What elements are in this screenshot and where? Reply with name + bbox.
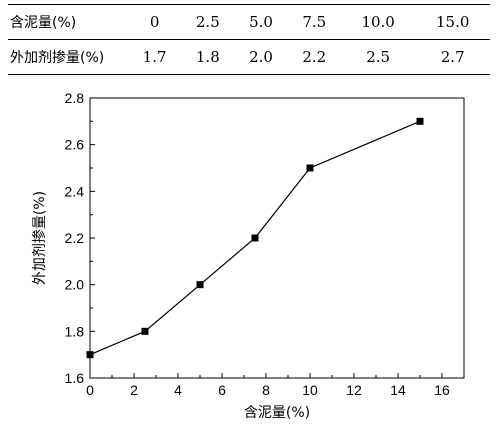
x-tick-label: 6 [218, 382, 226, 398]
table-cell: 0 [128, 4, 182, 40]
table-cell: 5.0 [234, 4, 288, 40]
y-axis-label: 外加剂掺量(%) [31, 191, 48, 285]
y-tick-label: 2.6 [65, 137, 85, 153]
x-tick-label: 8 [262, 382, 270, 398]
data-point-marker [196, 281, 204, 289]
table-cell: 2.5 [181, 4, 235, 40]
series-line [89, 120, 421, 356]
y-tick-label: 2.8 [65, 90, 85, 106]
table-row: 外加剂掺量(%) 1.7 1.8 2.0 2.2 2.5 2.7 [8, 39, 490, 75]
x-tick-label: 14 [390, 382, 406, 398]
x-axis-label: 含泥量(%) [244, 405, 310, 421]
table-cell: 2.5 [340, 39, 416, 75]
y-tick-label: 2.2 [65, 230, 85, 246]
table-cell: 1.8 [181, 39, 235, 75]
x-tick-label: 0 [86, 382, 94, 398]
y-tick-label: 2.0 [65, 277, 85, 293]
row-header: 含泥量(%) [8, 4, 128, 40]
y-tick-label: 1.8 [65, 323, 85, 339]
table-cell: 2.0 [234, 39, 288, 75]
table-cell: 1.7 [128, 39, 182, 75]
x-tick-label: 16 [434, 382, 450, 398]
table-cell: 10.0 [340, 4, 416, 40]
y-tick-label: 1.6 [65, 370, 85, 386]
table-cell: 2.7 [415, 39, 490, 75]
x-tick-label: 10 [302, 382, 318, 398]
data-point-marker [86, 351, 94, 359]
plot-frame [89, 97, 465, 379]
data-point-marker [306, 164, 314, 172]
table-cell: 2.2 [287, 39, 341, 75]
table-row: 含泥量(%) 0 2.5 5.0 7.5 10.0 15.0 [8, 4, 490, 40]
y-tick-label: 2.4 [65, 183, 85, 199]
table-cell: 15.0 [415, 4, 490, 40]
data-point-marker [416, 117, 424, 125]
x-tick-label: 2 [130, 382, 138, 398]
data-table: 含泥量(%) 0 2.5 5.0 7.5 10.0 15.0 外加剂掺量(%) … [8, 4, 490, 75]
x-tick-label: 12 [346, 382, 362, 398]
table-cell: 7.5 [287, 4, 341, 40]
data-point-marker [141, 327, 149, 335]
data-point-marker [251, 234, 259, 242]
row-header: 外加剂掺量(%) [8, 39, 128, 75]
x-tick-label: 4 [174, 382, 182, 398]
